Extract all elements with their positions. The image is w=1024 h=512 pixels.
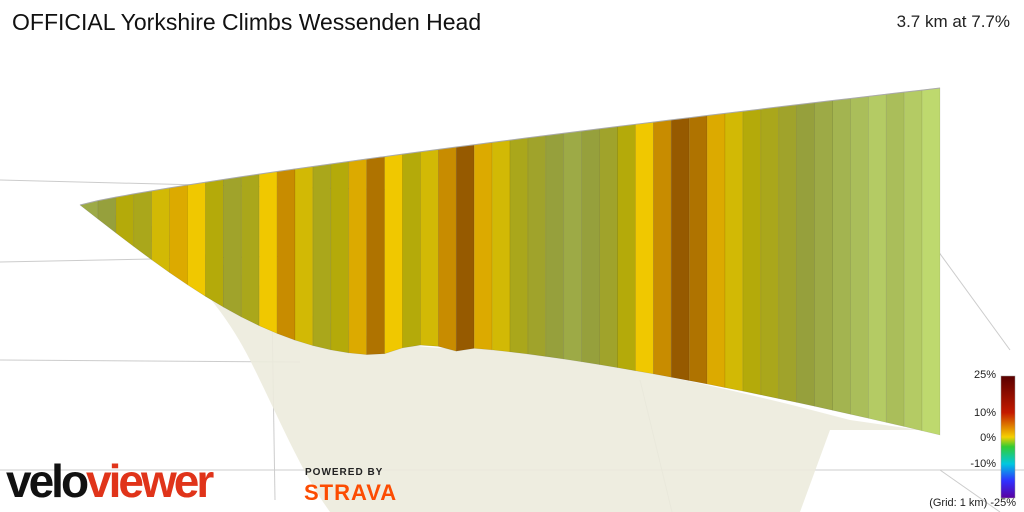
profile-segment	[670, 117, 690, 381]
profile-segment	[384, 153, 403, 355]
grid-label-text: (Grid: 1 km)	[929, 497, 988, 509]
profile-segment	[527, 135, 547, 357]
profile-segment	[455, 144, 475, 352]
legend-tick-0: 0%	[980, 432, 996, 444]
profile-segment	[760, 106, 780, 399]
profile-segment	[420, 149, 439, 347]
profile-segment	[509, 137, 529, 355]
profile-top-edge	[79, 87, 941, 206]
profile-segment	[438, 146, 457, 352]
profile-segment	[169, 184, 188, 286]
profile-segment	[294, 166, 314, 347]
profile-segment	[97, 196, 117, 234]
veloviewer-logo[interactable]: veloviewer	[6, 454, 214, 508]
profile-segment	[115, 193, 135, 248]
legend-grid-label: (Grid: 1 km) -25%	[929, 497, 1016, 509]
profile-segment	[330, 161, 350, 354]
profile-segment	[187, 181, 206, 297]
profile-segment	[832, 98, 851, 415]
profile-segment	[868, 93, 887, 423]
logo-velo: velo	[6, 455, 89, 507]
legend-tick-minus25: -25%	[990, 497, 1016, 509]
profile-segment	[545, 132, 565, 360]
profile-segment	[653, 119, 672, 378]
climb-summary: 3.7 km at 7.7%	[896, 12, 1010, 31]
profile-segment	[473, 142, 493, 351]
profile-segment	[599, 126, 618, 368]
profile-segment	[796, 102, 815, 407]
profile-segment	[240, 173, 260, 327]
profile-segment	[706, 113, 726, 388]
strava-logo[interactable]: STRAVA	[304, 480, 398, 505]
profile-segment	[491, 139, 511, 353]
profile-segment	[402, 151, 421, 349]
profile-segment	[205, 179, 224, 308]
logo-viewer: viewer	[86, 455, 214, 507]
profile-segment	[563, 130, 582, 363]
profile-shadow	[80, 205, 920, 512]
profile-segment	[742, 108, 762, 396]
profile-segment	[617, 123, 636, 372]
profile-segment	[581, 128, 600, 366]
profile-segment	[133, 190, 152, 261]
profile-segment	[903, 89, 923, 432]
profile-segment	[258, 171, 278, 334]
profile-segment	[635, 121, 654, 375]
profile-segment	[724, 110, 744, 392]
profile-segment	[276, 168, 296, 341]
profile-segment	[348, 158, 367, 355]
profile-segments	[79, 87, 941, 436]
legend-tick-25: 25%	[973, 369, 996, 381]
profile-segment	[814, 100, 833, 411]
profile-segment	[688, 115, 708, 385]
profile-segment	[921, 87, 941, 436]
profile-segment	[151, 187, 170, 274]
profile-segment	[79, 200, 99, 220]
profile-segment	[223, 176, 242, 318]
profile-segment	[850, 96, 869, 419]
profile-segment	[778, 104, 797, 403]
legend-tick-10: 10%	[973, 407, 996, 419]
page-title: OFFICIAL Yorkshire Climbs Wessenden Head	[12, 9, 482, 35]
powered-by-label: POWERED BY	[305, 467, 384, 478]
profile-segment	[312, 163, 332, 351]
profile-segment	[366, 156, 385, 355]
legend-colorbar	[1000, 375, 1016, 499]
legend-tick-minus10: -10%	[970, 458, 996, 470]
profile-segment	[885, 91, 905, 427]
